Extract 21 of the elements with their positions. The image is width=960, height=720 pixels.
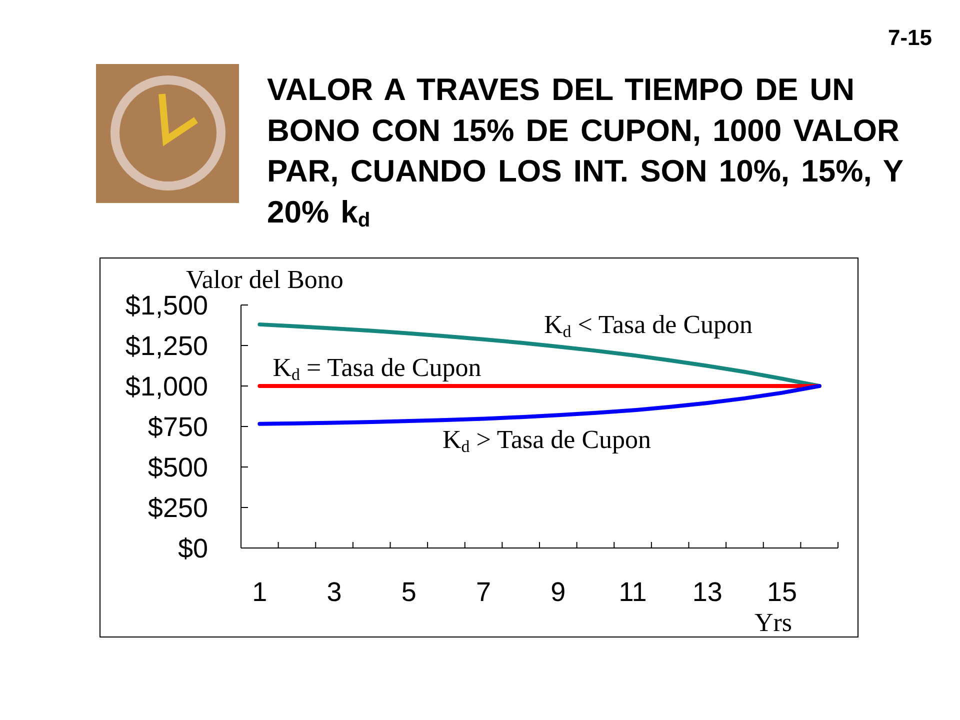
chart-title: VALOR A TRAVES DEL TIEMPO DE UN BONO CON 15% DE CUPON, 1000 VALOR PAR, CUANDO LOS INT. SON 10%, 15%, Y 20% k$_{d}$ [267, 72, 904, 232]
x-axis-title: Yrs [754, 608, 792, 637]
y-tick-label: $1,000 [125, 372, 208, 402]
x-tick-label: 3 [326, 577, 342, 607]
x-tick-label: 9 [550, 577, 566, 607]
series-label: K$_{d}$ < Tasa de Cupon [544, 310, 753, 341]
y-tick-label: $500 [148, 452, 208, 483]
x-tick-label: 5 [401, 577, 416, 607]
line-series [258, 384, 822, 426]
series-label: K$_{d}$ = Tasa de Cupon [272, 353, 482, 384]
x-tick-label: 11 [618, 577, 647, 607]
y-tick-label: $250 [148, 493, 208, 524]
text: 7-15 [888, 25, 932, 50]
y-tick-label: $750 [148, 412, 208, 442]
x-tick-label: 7 [476, 577, 492, 607]
x-tick-label: 15 [767, 577, 798, 607]
x-tick-label: 1 [252, 577, 268, 607]
x-tick-label: 13 [692, 577, 722, 607]
y-tick-label: $0 [178, 534, 208, 564]
series-label: K$_{d}$ > Tasa de Cupon [442, 425, 652, 456]
y-tick-label: $1,250 [125, 331, 208, 362]
